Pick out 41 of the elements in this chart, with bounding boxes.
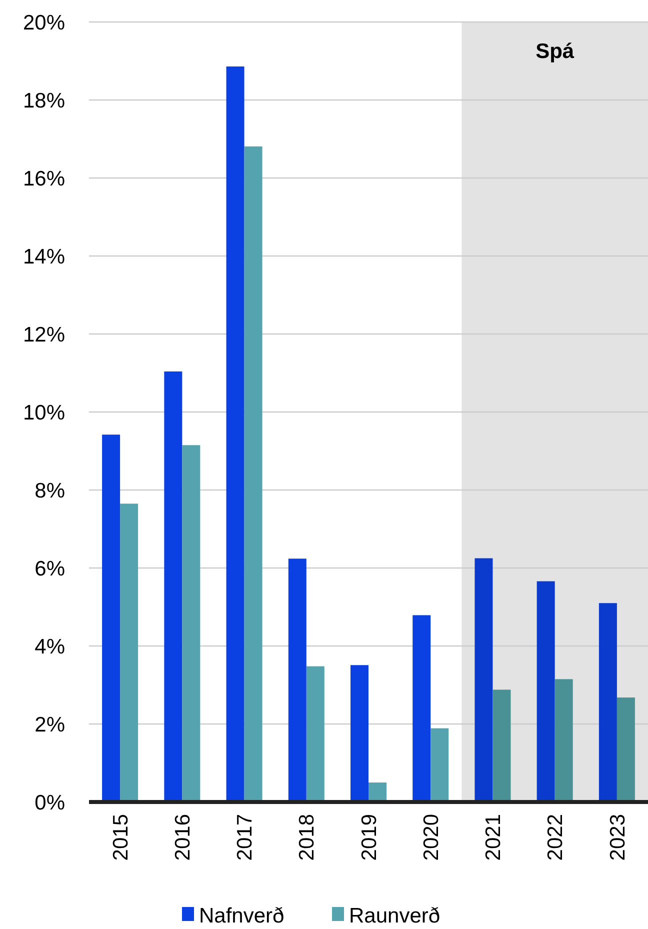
y-tick-label: 18% xyxy=(22,89,65,112)
y-tick-label: 14% xyxy=(22,245,65,268)
bar xyxy=(492,690,511,802)
bar xyxy=(244,146,262,802)
bar xyxy=(102,434,120,802)
bar xyxy=(430,728,449,802)
y-tick-label: 4% xyxy=(34,635,65,658)
bar xyxy=(368,782,386,802)
bar xyxy=(182,445,200,802)
bar xyxy=(306,666,324,802)
y-tick-label: 6% xyxy=(34,557,65,580)
x-tick-label: 2015 xyxy=(109,814,132,861)
legend-label: Raunverð xyxy=(349,904,440,928)
y-tick-label: 20% xyxy=(22,11,65,34)
legend-label: Nafnverð xyxy=(199,904,284,928)
bar xyxy=(120,504,138,802)
x-tick-label: 2018 xyxy=(296,814,319,861)
y-tick-label: 16% xyxy=(22,167,65,190)
bar xyxy=(164,371,182,802)
bar xyxy=(288,558,306,802)
bar xyxy=(536,581,555,802)
x-tick-label: 2017 xyxy=(234,814,257,861)
x-tick-label: 2021 xyxy=(482,814,506,861)
y-tick-label: 8% xyxy=(34,479,65,502)
bar xyxy=(474,558,493,802)
bar xyxy=(554,679,573,802)
y-tick-label: 10% xyxy=(22,401,65,424)
bar xyxy=(598,603,617,802)
bar xyxy=(226,66,244,802)
bar xyxy=(616,697,635,802)
band-label: Spá xyxy=(536,40,574,63)
x-tick-label: 2016 xyxy=(172,814,195,861)
y-tick-label: 2% xyxy=(34,713,65,736)
bar xyxy=(350,665,368,802)
bar xyxy=(412,615,431,802)
x-tick-label: 2019 xyxy=(358,814,381,861)
x-tick-label: 2023 xyxy=(606,814,630,861)
x-tick-label: 2020 xyxy=(420,814,443,861)
x-tick-label: 2022 xyxy=(544,814,568,861)
y-tick-label: 0% xyxy=(34,791,65,814)
y-tick-label: 12% xyxy=(22,323,65,346)
